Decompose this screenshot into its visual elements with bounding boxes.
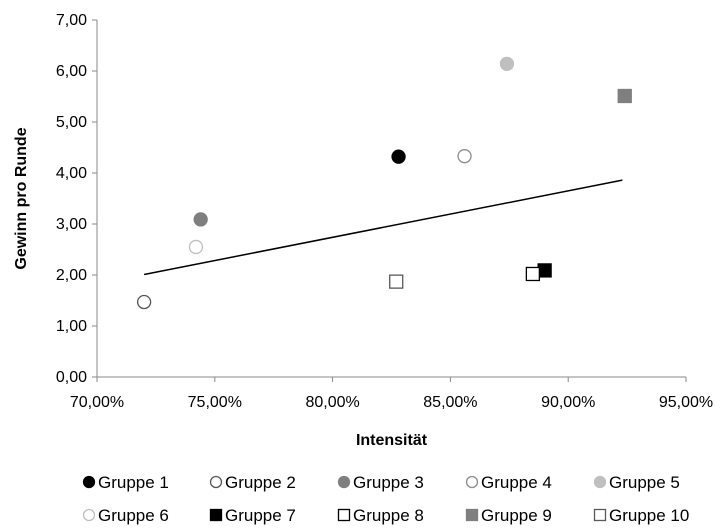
legend-label: Gruppe 2	[225, 473, 296, 492]
y-tick-label: 6,00	[56, 63, 87, 80]
legend-label: Gruppe 10	[609, 506, 689, 525]
trendline-layer	[143, 179, 623, 276]
legend-item: Gruppe 5	[593, 473, 680, 492]
data-point-gruppe-10	[389, 274, 404, 289]
y-tick-label: 1,00	[56, 318, 87, 335]
y-axis-label: Gewinn pro Runde	[13, 127, 30, 269]
legend-item: Gruppe 7	[209, 506, 296, 525]
legend-label: Gruppe 5	[609, 473, 680, 492]
data-points	[136, 56, 632, 310]
legend: Gruppe 1 Gruppe 2 Gruppe 3 Gruppe 4 Gruppe 5…	[82, 473, 689, 525]
legend-label: Gruppe 7	[225, 506, 296, 525]
legend-item: Gruppe 9	[465, 506, 552, 525]
y-tick-label: 5,00	[56, 114, 87, 131]
legend-item: Gruppe 10	[593, 506, 689, 525]
legend-marker	[593, 475, 607, 489]
x-axis-label: Intensität	[356, 432, 428, 449]
legend-marker	[209, 475, 223, 489]
data-point-gruppe-9	[617, 88, 632, 104]
legend-item: Gruppe 4	[465, 473, 552, 492]
y-tick-label: 0,00	[56, 369, 87, 386]
legend-marker	[209, 508, 223, 522]
legend-marker	[82, 508, 96, 522]
legend-label: Gruppe 6	[98, 506, 169, 525]
data-point-gruppe-4	[457, 149, 472, 164]
x-tick-label: 90,00%	[541, 394, 595, 411]
legend-marker	[465, 508, 479, 522]
legend-label: Gruppe 3	[353, 473, 424, 492]
legend-marker	[82, 475, 96, 489]
legend-item: Gruppe 2	[209, 473, 296, 492]
legend-item: Gruppe 3	[337, 473, 424, 492]
data-point-gruppe-3	[193, 212, 208, 227]
y-tick-label: 7,00	[56, 12, 87, 29]
legend-label: Gruppe 4	[481, 473, 552, 492]
legend-item: Gruppe 6	[82, 506, 169, 525]
legend-label: Gruppe 9	[481, 506, 552, 525]
legend-marker	[465, 475, 479, 489]
data-point-gruppe-1	[391, 149, 406, 164]
x-tick-label: 75,00%	[188, 394, 242, 411]
legend-marker	[337, 475, 351, 489]
y-tick-label: 3,00	[56, 216, 87, 233]
legend-item: Gruppe 8	[337, 506, 424, 525]
x-tick-label: 80,00%	[305, 394, 359, 411]
x-tick-label: 85,00%	[423, 394, 477, 411]
legend-marker	[337, 508, 351, 522]
data-point-gruppe-8	[525, 266, 541, 282]
y-tick-label: 4,00	[56, 165, 87, 182]
y-tick-label: 2,00	[56, 267, 87, 284]
x-tick-label: 95,00%	[659, 394, 713, 411]
legend-item: Gruppe 1	[82, 473, 169, 492]
legend-label: Gruppe 8	[353, 506, 424, 525]
data-point-gruppe-6	[188, 239, 204, 255]
axes: 0,00 1,00 2,00 3,00 4,00 5,00 6,00 7,00 70,00% 75…	[56, 12, 713, 411]
data-point-gruppe-7	[537, 263, 552, 278]
trendline	[143, 179, 623, 276]
x-tick-label: 70,00%	[70, 394, 124, 411]
legend-label: Gruppe 1	[98, 473, 169, 492]
data-point-gruppe-2	[136, 294, 152, 310]
data-point-gruppe-5	[499, 56, 515, 72]
legend-marker	[593, 508, 607, 522]
